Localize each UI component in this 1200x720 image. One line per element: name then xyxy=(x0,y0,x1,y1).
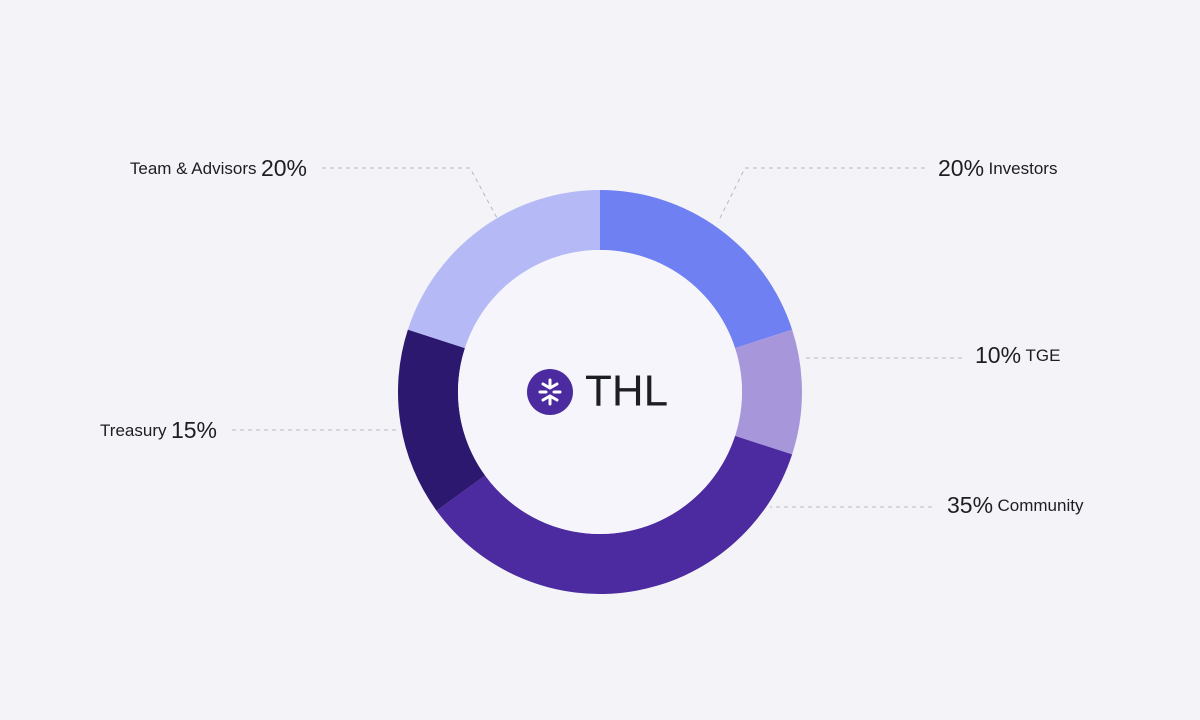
value-label: 15% xyxy=(171,417,217,443)
donut xyxy=(398,190,802,594)
category-label: Investors xyxy=(989,159,1058,178)
leader-line xyxy=(322,167,498,219)
logo-icon xyxy=(527,369,573,415)
slice-label: Treasury 15% xyxy=(100,417,217,443)
slice-label: Team & Advisors 20% xyxy=(130,155,307,181)
value-label: 10% xyxy=(975,342,1021,368)
slice-label: 20% Investors xyxy=(938,155,1057,181)
category-label: Team & Advisors xyxy=(130,159,257,178)
slice xyxy=(407,190,600,349)
value-label: 35% xyxy=(947,492,993,518)
logo-glyph xyxy=(538,378,562,406)
category-label: Treasury xyxy=(100,421,167,440)
logo: THL xyxy=(527,367,668,416)
slice xyxy=(436,435,793,594)
slice-label: 10% TGE xyxy=(975,342,1060,368)
value-label: 20% xyxy=(938,155,984,181)
leader-line xyxy=(717,167,925,223)
slice xyxy=(398,329,486,511)
category-label: TGE xyxy=(1026,346,1061,365)
slice xyxy=(735,329,802,455)
slice-label: 35% Community xyxy=(947,492,1084,518)
category-label: Community xyxy=(998,496,1084,515)
slice xyxy=(600,190,793,349)
donut-hole xyxy=(458,250,742,534)
center-label: THL xyxy=(585,367,668,416)
value-label: 20% xyxy=(261,155,307,181)
